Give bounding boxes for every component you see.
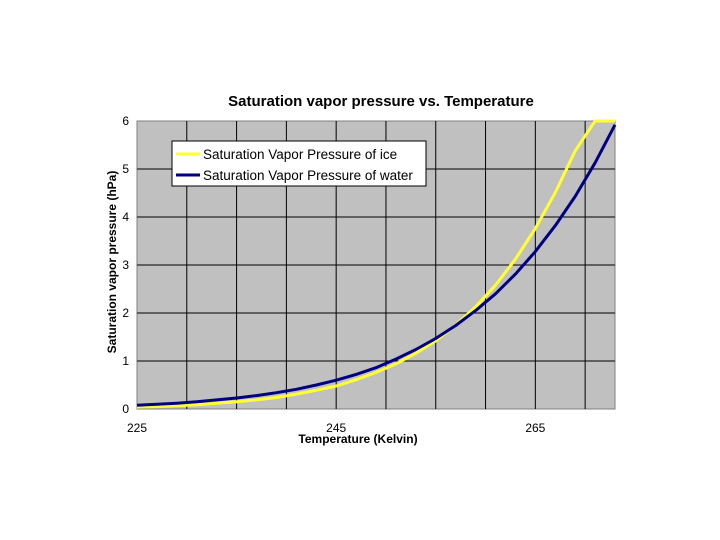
series-layer xyxy=(136,119,617,409)
y-tick-label: 0 xyxy=(122,402,129,416)
y-axis-ticks: 0 1 2 3 4 5 6 xyxy=(122,114,129,416)
legend-label-ice: Saturation Vapor Pressure of ice xyxy=(203,147,397,162)
x-axis-ticks: 225 245 265 xyxy=(127,421,546,435)
series-line-0 xyxy=(136,119,615,409)
y-tick-label: 1 xyxy=(122,354,129,368)
legend-label-water: Saturation Vapor Pressure of water xyxy=(203,168,413,183)
y-tick-label: 2 xyxy=(122,306,129,320)
x-axis-label: Temperature (Kelvin) xyxy=(298,432,417,446)
legend: Saturation Vapor Pressure of ice Saturat… xyxy=(171,140,427,187)
y-axis-label: Saturation vapor pressure (hPa) xyxy=(105,171,119,354)
x-tick-label: 225 xyxy=(127,421,147,435)
y-tick-label: 4 xyxy=(122,210,129,224)
x-tick-label: 245 xyxy=(326,421,346,435)
y-tick-label: 5 xyxy=(122,162,129,176)
series-line-1 xyxy=(136,124,617,407)
y-tick-label: 6 xyxy=(122,114,129,128)
y-tick-label: 3 xyxy=(122,258,129,272)
chart-title: Saturation vapor pressure vs. Temperatur… xyxy=(228,93,534,110)
x-tick-label: 265 xyxy=(525,421,545,435)
legend-box xyxy=(171,140,427,187)
